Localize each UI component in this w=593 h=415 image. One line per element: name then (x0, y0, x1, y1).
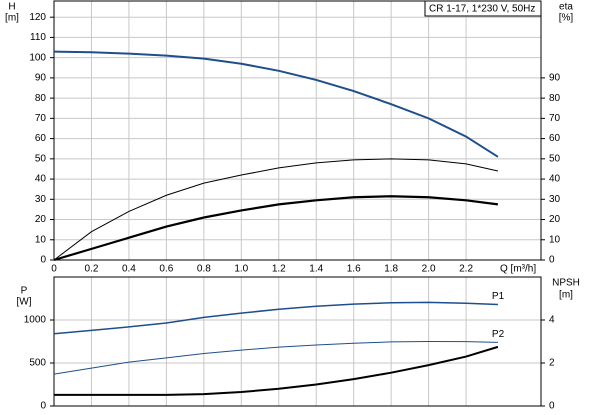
y-axis-unit: [m] (5, 13, 19, 24)
y-tick-label: 20 (35, 214, 47, 225)
y-tick-label: 30 (35, 194, 47, 205)
plot-frame (53, 276, 542, 407)
x-tick-label: 2.0 (422, 264, 436, 275)
y2-tick-label: 0 (549, 255, 555, 266)
curve (53, 340, 498, 375)
curve-label: P1 (492, 291, 505, 302)
y-axis-unit: [W] (17, 297, 32, 308)
plot-frame (53, 0, 542, 261)
title-box (424, 0, 542, 17)
y-tick-label: 110 (30, 32, 46, 43)
y-tick-label: 90 (35, 73, 47, 84)
y2-tick-label: 40 (549, 174, 561, 185)
curve (53, 301, 498, 335)
y2-tick-label: 0 (549, 401, 555, 412)
y-tick-label: 40 (35, 174, 47, 185)
x-tick-label: 1.2 (272, 264, 286, 275)
curve (53, 158, 499, 261)
y-tick-label: 70 (35, 113, 47, 124)
curve (53, 50, 499, 158)
y2-tick-label: 80 (549, 93, 561, 104)
y-tick-label: 10 (35, 234, 47, 245)
chart-title: CR 1-17, 1*230 V, 50Hz (429, 4, 535, 15)
x-tick-label: 0 (51, 264, 57, 275)
y2-tick-label: 50 (549, 153, 561, 164)
x-tick-label: 0.8 (197, 264, 211, 275)
y2-tick-label: 4 (549, 315, 555, 326)
y2-tick-label: 60 (549, 133, 561, 144)
y-tick-label: 0 (40, 401, 46, 412)
x-tick-label: 1.8 (384, 264, 398, 275)
curve (53, 195, 499, 262)
x-tick-label: 1.4 (309, 264, 323, 275)
y2-tick-label: 2 (549, 358, 555, 369)
x-tick-label: 0.4 (122, 264, 136, 275)
y2-tick-label: 90 (549, 73, 561, 84)
x-tick-label: 2.2 (459, 264, 473, 275)
y-axis-label: H (8, 2, 15, 13)
y-tick-label: 50 (35, 153, 47, 164)
y2-axis-unit: [%] (559, 13, 574, 24)
y2-axis-label: eta (559, 2, 573, 13)
x-tick-label: 1.0 (234, 264, 248, 275)
y-tick-label: 1000 (24, 315, 47, 326)
y-tick-label: 500 (29, 358, 46, 369)
x-tick-label: 0.6 (159, 264, 173, 275)
x-axis-label: Q [m³/h] (500, 264, 536, 275)
y-tick-label: 0 (40, 255, 46, 266)
y-axis-label: P (21, 286, 28, 297)
y-tick-label: 100 (29, 52, 46, 63)
y2-tick-label: 20 (549, 214, 561, 225)
x-tick-label: 1.6 (347, 264, 361, 275)
y2-tick-label: 30 (549, 194, 561, 205)
y-tick-label: 120 (29, 12, 46, 23)
y2-axis-unit: [m] (559, 290, 573, 301)
y2-axis-label: NPSH (552, 278, 580, 289)
curve-label: P2 (492, 329, 505, 340)
curve (54, 345, 499, 396)
x-tick-label: 0.2 (85, 264, 99, 275)
y-tick-label: 80 (35, 93, 47, 104)
y2-tick-label: 10 (549, 234, 561, 245)
y-tick-label: 60 (35, 133, 47, 144)
y2-tick-label: 70 (549, 113, 561, 124)
